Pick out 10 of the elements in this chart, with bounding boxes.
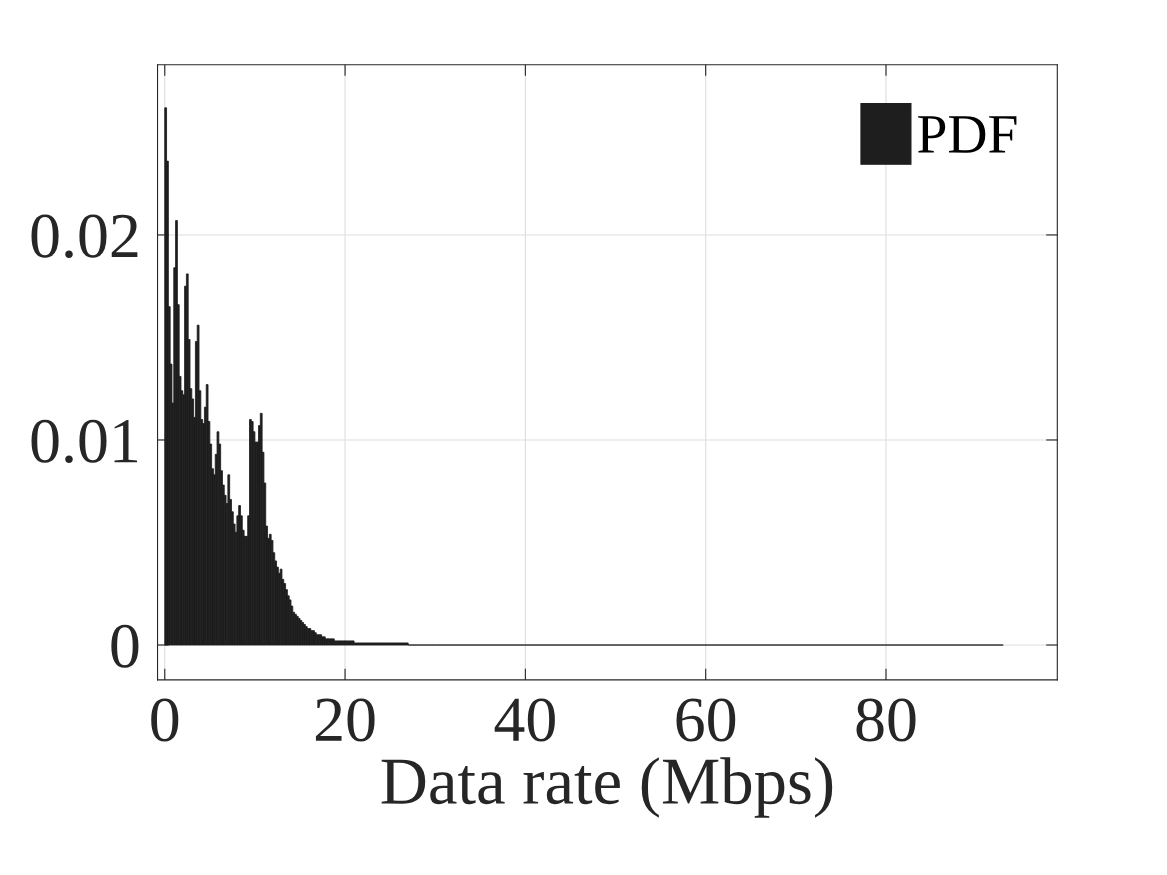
y-tick-label: 0.02: [31, 214, 138, 259]
y-tick-label: 0: [111, 624, 139, 668]
x-tick-label: 20: [315, 698, 375, 742]
y-tick-label: 0.01: [31, 419, 138, 464]
x-axis-title: Data rate (Mbps): [381, 757, 833, 818]
x-tick-label: 40: [494, 698, 555, 742]
legend-label: PDF: [918, 116, 1017, 153]
x-tick-label: 80: [856, 698, 916, 742]
x-tick-label: 60: [676, 698, 736, 742]
x-tick-label: 0: [151, 698, 179, 742]
